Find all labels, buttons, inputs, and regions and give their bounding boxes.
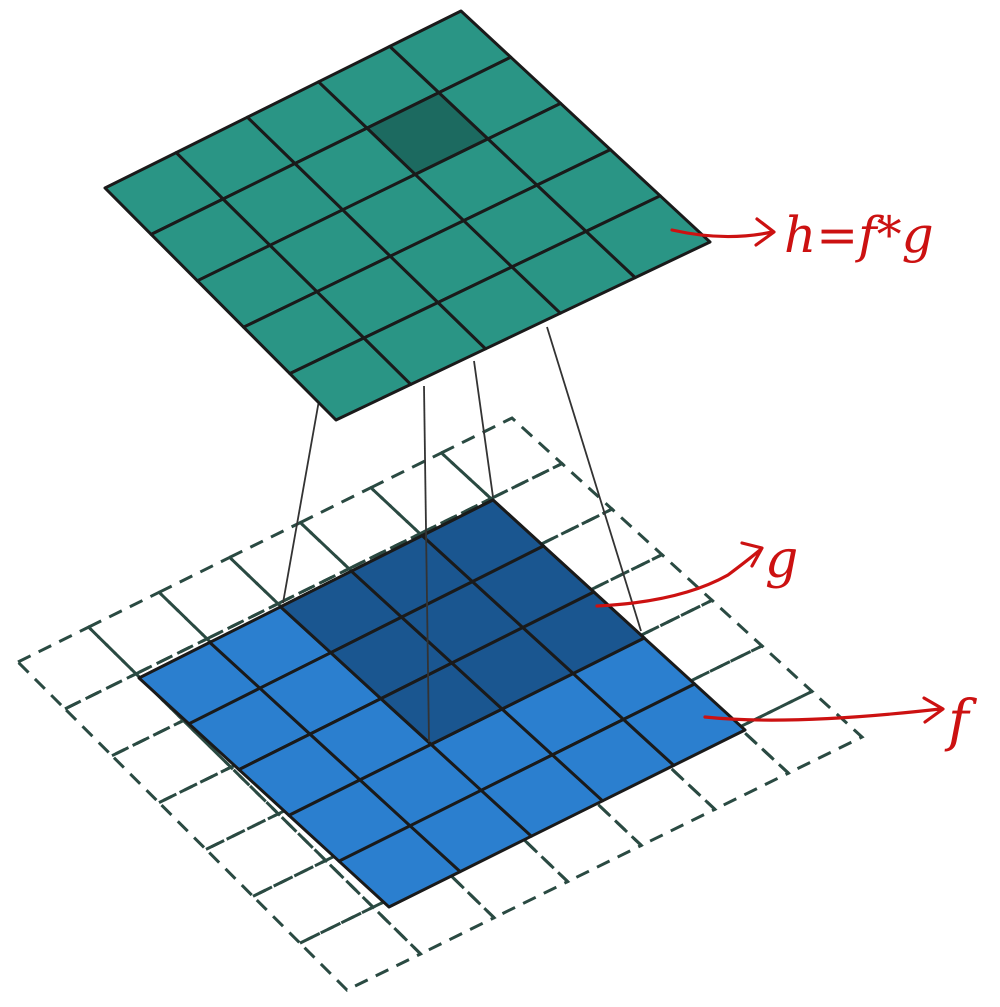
label-kernel-g: g <box>765 530 798 590</box>
arrow-to-h <box>670 217 776 247</box>
kernel-grid-g <box>279 498 646 746</box>
label-input-f: f <box>944 689 978 754</box>
padding-cell <box>15 625 139 711</box>
padding-cell <box>736 689 865 775</box>
projection-lines <box>282 326 642 743</box>
projection-line <box>473 360 494 498</box>
arrow-to-f <box>703 696 945 724</box>
output-grid-h <box>103 9 712 422</box>
input-cell <box>622 682 747 767</box>
projection-line <box>423 385 430 743</box>
arrow-to-g <box>595 541 764 608</box>
kernel-cell <box>521 590 646 675</box>
padding-cell <box>438 416 565 501</box>
projection-line <box>282 388 322 604</box>
padding-cell <box>297 905 424 992</box>
output-cell <box>584 194 712 280</box>
label-output-h: h=f*g <box>784 206 934 264</box>
projection-line <box>546 326 642 632</box>
annotations <box>595 217 945 724</box>
